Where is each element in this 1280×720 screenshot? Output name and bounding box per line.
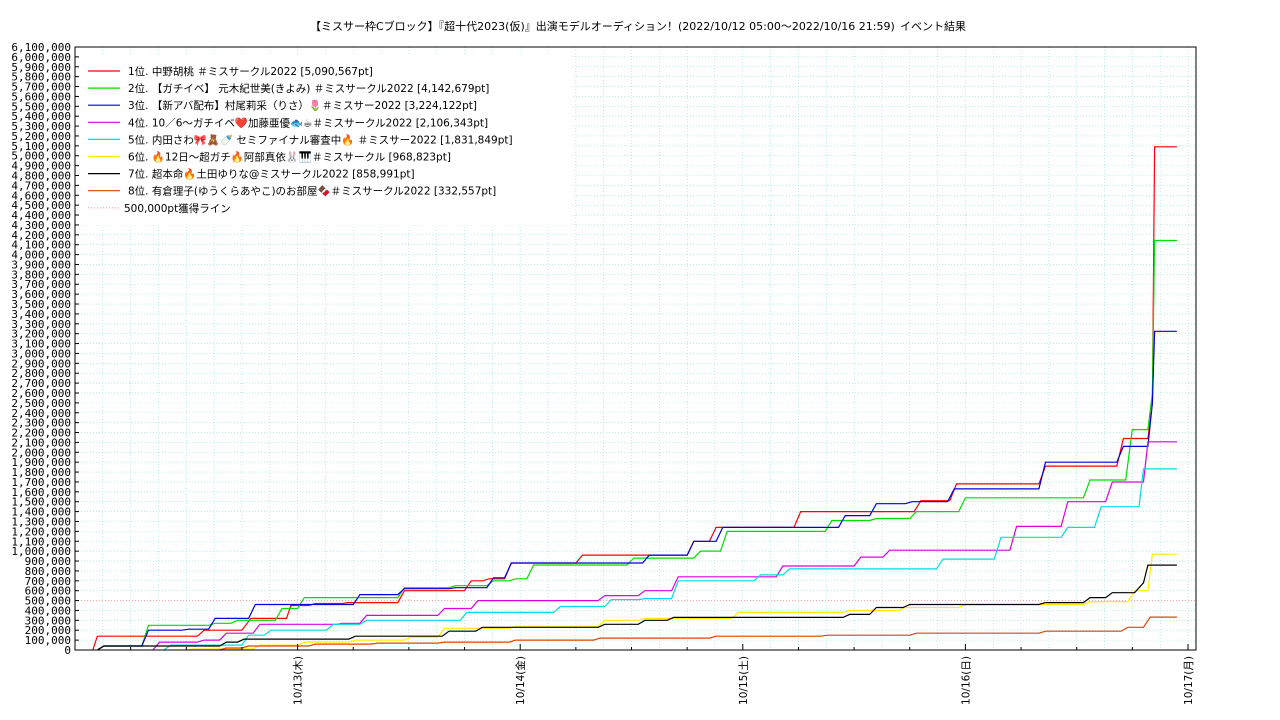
plot-frame bbox=[74, 46, 1197, 651]
y-tick-label: 5,200,000 bbox=[11, 130, 71, 143]
y-tick-label: 2,100,000 bbox=[11, 436, 71, 449]
y-tick-label: 5,100,000 bbox=[11, 140, 71, 153]
x-tick-label: 10/17(月) bbox=[1183, 656, 1195, 705]
y-tick-label: 5,500,000 bbox=[11, 100, 71, 113]
y-tick-label: 200,000 bbox=[25, 624, 71, 637]
x-axis: 10/13(木) 10/14(金) 10/15(土) 10/16(日) 10/17(月) bbox=[74, 644, 1195, 705]
y-tick-label: 1,600,000 bbox=[11, 486, 71, 499]
y-tick-label: 1,000,000 bbox=[11, 545, 71, 558]
y-tick-label: 4,800,000 bbox=[11, 170, 71, 183]
y-tick-label: 1,400,000 bbox=[11, 506, 71, 519]
y-tick-label: 4,300,000 bbox=[11, 219, 71, 232]
y-tick-label: 3,300,000 bbox=[11, 318, 71, 331]
y-tick-label: 1,300,000 bbox=[11, 515, 71, 528]
y-tick-label: 1,100,000 bbox=[11, 535, 71, 548]
legend-label: 4位. 10／6〜ガチイベ❤️加藤亜優🐟☕＃ミスサークル2022 [2,106,… bbox=[128, 116, 488, 129]
y-tick-label: 2,000,000 bbox=[11, 446, 71, 459]
series-line-3 bbox=[96, 330, 1177, 651]
y-tick-label: 3,400,000 bbox=[11, 308, 71, 321]
y-tick-label: 2,600,000 bbox=[11, 387, 71, 400]
x-tick-label: 10/16(日) bbox=[960, 656, 972, 705]
y-tick-label: 3,900,000 bbox=[11, 258, 71, 271]
y-tick-label: 2,200,000 bbox=[11, 427, 71, 440]
legend-label: 8位. 有倉理子(ゆうくらあやこ)のお部屋🍫＃ミスサークル2022 [332,5… bbox=[128, 185, 496, 198]
y-tick-label: 3,700,000 bbox=[11, 278, 71, 291]
y-tick-label: 1,900,000 bbox=[11, 456, 71, 469]
y-tick-label: 3,800,000 bbox=[11, 268, 71, 281]
legend: 1位. 中野胡桃 ＃ミスサークル2022 [5,090,567pt] 2位. 【ガ… bbox=[80, 55, 572, 225]
legend-background bbox=[80, 55, 572, 225]
y-tick-label: 2,800,000 bbox=[11, 367, 71, 380]
y-tick-label: 0 bbox=[64, 644, 71, 657]
series-layer bbox=[92, 146, 1177, 651]
y-tick-label: 6,100,000 bbox=[11, 41, 71, 54]
x-tick-label: 10/14(金) bbox=[514, 656, 527, 705]
y-tick-label: 5,600,000 bbox=[11, 90, 71, 103]
y-tick-label: 4,200,000 bbox=[11, 229, 71, 242]
y-tick-label: 500,000 bbox=[25, 595, 71, 608]
y-tick-label: 5,000,000 bbox=[11, 150, 71, 163]
y-tick-label: 1,700,000 bbox=[11, 476, 71, 489]
y-tick-label: 600,000 bbox=[25, 585, 71, 598]
y-tick-label: 4,500,000 bbox=[11, 199, 71, 212]
y-tick-label: 400,000 bbox=[25, 604, 71, 617]
y-tick-label: 3,200,000 bbox=[11, 328, 71, 341]
series-line-8 bbox=[219, 616, 1177, 651]
series-line-5 bbox=[163, 468, 1177, 651]
y-tick-label: 1,500,000 bbox=[11, 496, 71, 509]
y-tick-label: 2,500,000 bbox=[11, 397, 71, 410]
y-tick-label: 5,900,000 bbox=[11, 61, 71, 74]
series-line-7 bbox=[96, 564, 1177, 651]
y-tick-label: 4,400,000 bbox=[11, 209, 71, 222]
y-tick-label: 2,400,000 bbox=[11, 407, 71, 420]
y-tick-label: 4,100,000 bbox=[11, 239, 71, 252]
y-tick-label: 2,300,000 bbox=[11, 417, 71, 430]
y-tick-label: 5,800,000 bbox=[11, 71, 71, 84]
chart-subtitle: イベント結果 bbox=[900, 19, 966, 33]
y-tick-label: 3,000,000 bbox=[11, 347, 71, 360]
legend-label: 2位. 【ガチイベ】 元木紀世美(きよみ) ＃ミスサークル2022 [4,142… bbox=[128, 82, 489, 95]
legend-label: 6位. 🔥12日〜超ガチ🔥阿部真依🐰🎹＃ミスサークル [968,823pt] bbox=[128, 151, 451, 164]
y-tick-label: 2,900,000 bbox=[11, 357, 71, 370]
y-tick-label: 1,800,000 bbox=[11, 466, 71, 479]
y-tick-label: 100,000 bbox=[25, 634, 71, 647]
y-tick-label: 4,000,000 bbox=[11, 249, 71, 262]
legend-label: 5位. 内田さわ🎀🧸🍼 セミファイナル審査中🔥 ＃ミスサー2022 [1,831… bbox=[128, 133, 513, 146]
y-tick-label: 700,000 bbox=[25, 575, 71, 588]
series-line-6 bbox=[186, 553, 1177, 651]
y-tick-label: 300,000 bbox=[25, 614, 71, 627]
legend-label: 1位. 中野胡桃 ＃ミスサークル2022 [5,090,567pt] bbox=[128, 65, 373, 78]
y-tick-label: 4,700,000 bbox=[11, 179, 71, 192]
y-tick-label: 5,700,000 bbox=[11, 81, 71, 94]
legend-label: 3位. 【新アバ配布】村尾莉采（りさ）🌷＃ミスサー2022 [3,224,122… bbox=[128, 99, 477, 112]
series-line-2 bbox=[96, 239, 1177, 651]
y-tick-label: 5,300,000 bbox=[11, 120, 71, 133]
y-tick-label: 900,000 bbox=[25, 555, 71, 568]
series-line-4 bbox=[152, 441, 1177, 651]
y-tick-label: 3,100,000 bbox=[11, 338, 71, 351]
legend-label: 500,000pt獲得ライン bbox=[124, 202, 231, 215]
y-tick-label: 3,600,000 bbox=[11, 288, 71, 301]
y-tick-label: 5,400,000 bbox=[11, 110, 71, 123]
legend-label: 7位. 超本命🔥土田ゆりな@ミスサークル2022 [858,991pt] bbox=[128, 168, 415, 181]
y-tick-label: 6,000,000 bbox=[11, 51, 71, 64]
y-tick-label: 2,700,000 bbox=[11, 377, 71, 390]
y-tick-label: 800,000 bbox=[25, 565, 71, 578]
y-tick-label: 1,200,000 bbox=[11, 525, 71, 538]
y-axis: 0100,000200,000300,000400,000500,000600,… bbox=[11, 41, 79, 657]
x-tick-label: 10/15(土) bbox=[737, 656, 750, 705]
y-tick-label: 3,500,000 bbox=[11, 298, 71, 311]
y-tick-label: 4,900,000 bbox=[11, 160, 71, 173]
y-tick-label: 4,600,000 bbox=[11, 189, 71, 202]
x-tick-label: 10/13(木) bbox=[293, 656, 305, 705]
chart-title: 【ミスサー枠Cブロック】『超十代2023(仮)』出演モデルオーディション！(20… bbox=[310, 19, 895, 33]
